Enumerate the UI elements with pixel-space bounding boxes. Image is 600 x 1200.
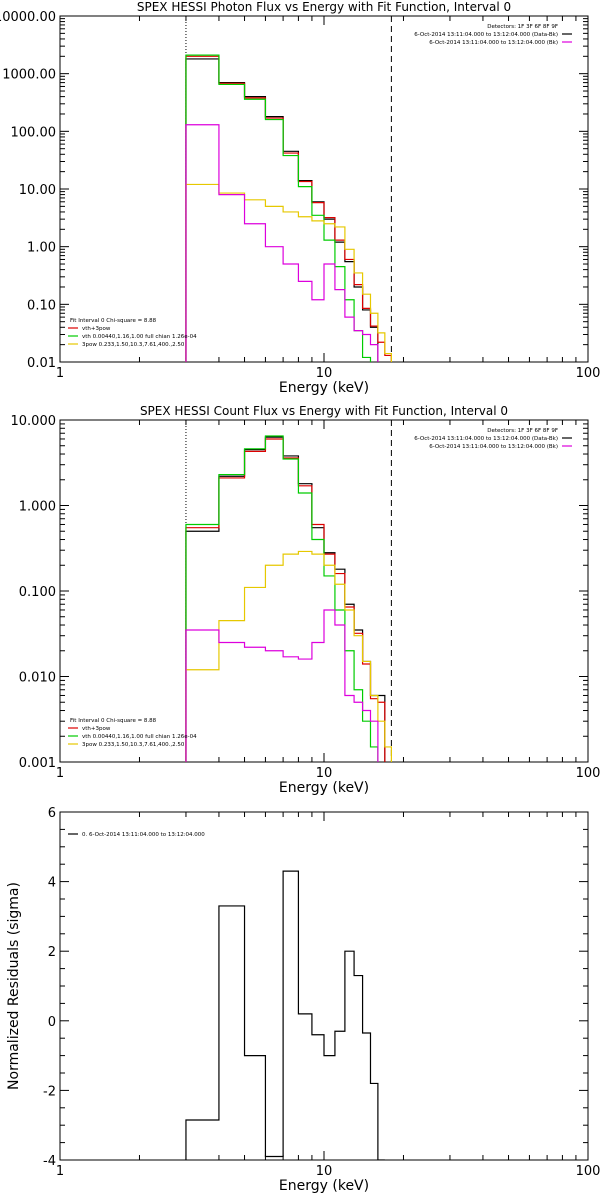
- legend-entry: vth+3pow: [82, 326, 111, 332]
- plot-frame: [59, 811, 589, 1161]
- y-tick-label: -4: [43, 1154, 56, 1169]
- y-tick-label: 2: [48, 945, 56, 960]
- series-line-5: [185, 609, 379, 762]
- chart-panel-2: SPEX HESSI Count Flux vs Energy with Fit…: [11, 404, 600, 796]
- plot-area: [185, 54, 392, 362]
- plot-area: [185, 870, 385, 1160]
- legend-entry: vth 0.00440,1.16,1.00 full chian 1.26e-0…: [82, 334, 197, 340]
- y-tick-label: 0.001: [19, 756, 56, 771]
- legend-right-entry: 6-Oct-2014 13:11:04.000 to 13:12:04.000 …: [429, 40, 558, 46]
- legend-entry: 3pow 0.233,1.50,10.3,7.61,400.,2.50: [82, 742, 185, 748]
- y-tick-label: 10.00: [19, 183, 56, 198]
- y-tick-label: 1.000: [19, 500, 56, 515]
- x-tick-label: 100: [576, 1164, 600, 1179]
- x-tick-label: 10: [316, 366, 333, 381]
- series-line-1: [185, 870, 385, 1160]
- plot-frame: [59, 15, 589, 363]
- legend-right-entry: Detectors: 1F 3F 6F 8F 9F: [487, 24, 558, 30]
- y-tick-label: 0.10: [27, 298, 56, 313]
- x-axis-label: Energy (keV): [279, 1178, 369, 1194]
- x-tick-label: 1: [56, 366, 64, 381]
- series-line-4: [185, 550, 392, 762]
- y-tick-label: 0.100: [19, 585, 56, 600]
- legend-entry: vth+3pow: [82, 726, 111, 732]
- y-tick-label: 6: [48, 806, 56, 821]
- series-line-1: [185, 436, 386, 762]
- series-line-5: [185, 124, 379, 362]
- series-line-3: [185, 435, 379, 762]
- y-tick-label: 0: [48, 1015, 56, 1030]
- legend-entry: 3pow 0.233,1.50,10.3,7.61,400.,2.50: [82, 342, 185, 348]
- y-tick-label: 0.01: [27, 356, 56, 371]
- x-tick-label: 100: [576, 366, 600, 381]
- chart-panel-1: SPEX HESSI Photon Flux vs Energy with Fi…: [0, 0, 600, 396]
- x-axis-label: Energy (keV): [279, 780, 369, 796]
- legend-right-entry: Detectors: 1F 3F 6F 8F 9F: [487, 428, 558, 434]
- series-line-2: [185, 438, 386, 762]
- x-tick-label: 1: [56, 1164, 64, 1179]
- y-tick-label: 4: [48, 876, 56, 891]
- y-tick-label: 0.010: [19, 671, 56, 686]
- chart-panel-3: 1 10 100 Energy (keV) 6 4 2 0 -2 -4 Normalized Res…: [6, 806, 600, 1194]
- y-tick-label: 10000.00: [0, 10, 56, 25]
- y-tick-label: -2: [43, 1084, 56, 1099]
- y-tick-label: 10.000: [11, 414, 57, 429]
- series-line-4: [185, 183, 392, 362]
- y-axis-label: Normalized Residuals (sigma): [6, 882, 22, 1090]
- series-line-2: [185, 55, 392, 362]
- y-tick-label: 1.00: [27, 241, 56, 256]
- legend-entry: Fit Interval 0 Chi-square = 8.88: [70, 718, 157, 724]
- legend-entry: vth 0.00440,1.16,1.00 full chian 1.26e-0…: [82, 734, 197, 740]
- legend-entry: Fit Interval 0 Chi-square = 8.88: [70, 318, 157, 324]
- x-axis-label: Energy (keV): [279, 380, 369, 396]
- chart-title: SPEX HESSI Photon Flux vs Energy with Fi…: [137, 0, 511, 14]
- legend-right-entry: 6-Oct-2014 13:11:04.000 to 13:12:04.000 …: [414, 436, 558, 442]
- x-tick-label: 10: [316, 766, 333, 781]
- x-tick-label: 100: [576, 766, 600, 781]
- legend-entry: 0. 6-Oct-2014 13:11:04.000 to 13:12:04.0…: [82, 832, 205, 838]
- legend-right-entry: 6-Oct-2014 13:11:04.000 to 13:12:04.000 …: [429, 444, 558, 450]
- y-tick-label: 1000.00: [2, 68, 56, 83]
- x-tick-label: 1: [56, 766, 64, 781]
- legend-right-entry: 6-Oct-2014 13:11:04.000 to 13:12:04.000 …: [414, 32, 558, 38]
- chart-title: SPEX HESSI Count Flux vs Energy with Fit…: [140, 404, 508, 418]
- y-tick-label: 100.00: [11, 125, 57, 140]
- plot-area: [185, 435, 392, 762]
- plot-frame: [59, 419, 589, 763]
- series-line-3: [185, 54, 372, 362]
- x-tick-label: 10: [316, 1164, 333, 1179]
